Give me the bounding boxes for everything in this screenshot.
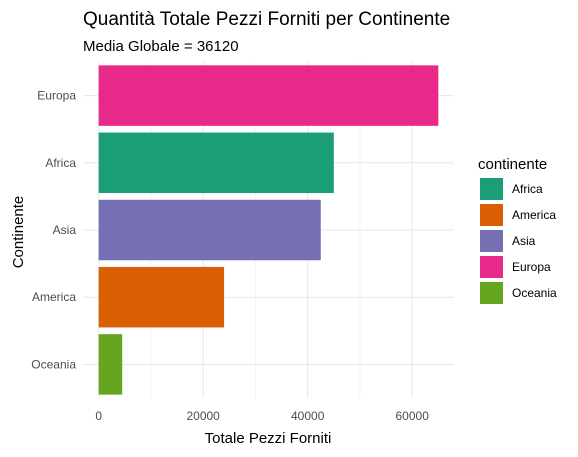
legend-swatch <box>480 282 503 304</box>
legend-swatch <box>480 230 503 252</box>
x-axis-label: Totale Pezzi Forniti <box>205 430 332 447</box>
y-tick-label: America <box>32 290 76 304</box>
y-tick-labels: Europa Africa Asia America Oceania <box>31 89 76 372</box>
legend-swatch <box>480 204 503 226</box>
legend-label: Europa <box>512 260 551 274</box>
legend-entries: Africa America Asia Europa Oceania <box>480 178 557 304</box>
legend-label: Oceania <box>512 286 557 300</box>
bar-asia <box>98 199 321 261</box>
y-tick-label: Oceania <box>31 357 76 371</box>
y-tick-label: Asia <box>53 223 77 237</box>
x-tick-label: 0 <box>95 409 102 423</box>
bar-europa <box>98 65 439 126</box>
bars <box>98 65 439 395</box>
bar-oceania <box>98 334 123 395</box>
y-axis-label: Continente <box>10 196 27 269</box>
legend-label: America <box>512 208 556 222</box>
y-tick-label: Africa <box>45 156 76 170</box>
legend: continente Africa America Asia Europa Oceani… <box>478 156 557 304</box>
bar-africa <box>98 132 334 194</box>
y-tick-label: Europa <box>37 89 76 103</box>
bar-america <box>98 266 225 328</box>
legend-label: Africa <box>512 182 543 196</box>
legend-swatch <box>480 256 503 278</box>
x-tick-labels: 0 20000 40000 60000 <box>95 409 429 423</box>
chart-title: Quantità Totale Pezzi Forniti per Contin… <box>83 9 450 30</box>
legend-title: continente <box>478 156 547 173</box>
legend-label: Asia <box>512 234 536 248</box>
x-tick-label: 60000 <box>396 409 430 423</box>
x-tick-label: 40000 <box>291 409 325 423</box>
x-tick-label: 20000 <box>186 409 220 423</box>
chart-subtitle: Media Globale = 36120 <box>83 38 239 55</box>
legend-swatch <box>480 178 503 200</box>
